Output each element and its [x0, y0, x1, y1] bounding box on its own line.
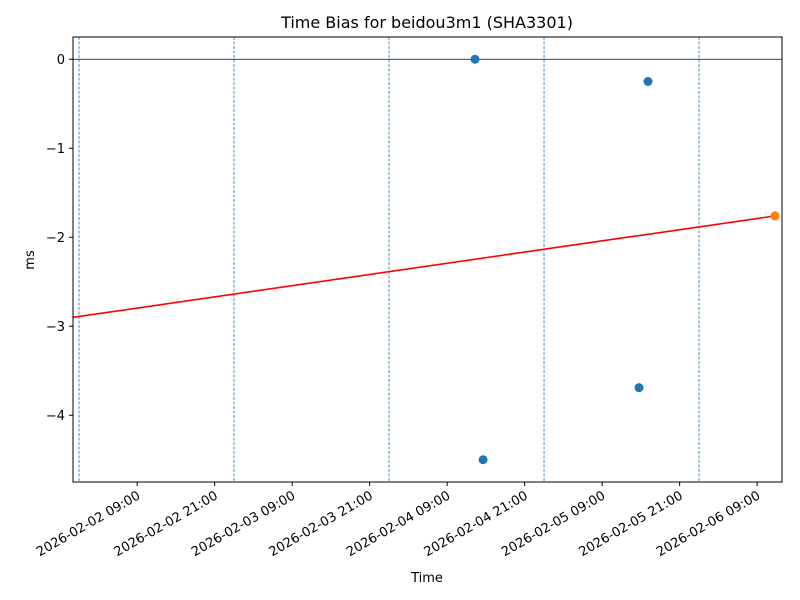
plot-frame	[72, 36, 783, 483]
data-point	[770, 211, 780, 221]
data-point	[634, 383, 644, 393]
chart-title: Time Bias for beidou3m1 (SHA3301)	[280, 13, 573, 32]
y-tick-label: −1	[46, 142, 65, 157]
y-tick-label: 0	[57, 53, 65, 68]
y-tick-label: −2	[46, 231, 65, 246]
x-axis-label: Time	[410, 571, 443, 586]
data-point	[470, 54, 480, 64]
trend-line	[72, 215, 776, 319]
y-tick-label: −3	[46, 320, 65, 335]
y-axis-label: ms	[23, 250, 38, 270]
data-point	[478, 455, 488, 465]
data-point	[643, 77, 653, 86]
y-tick-label: −4	[46, 409, 65, 424]
